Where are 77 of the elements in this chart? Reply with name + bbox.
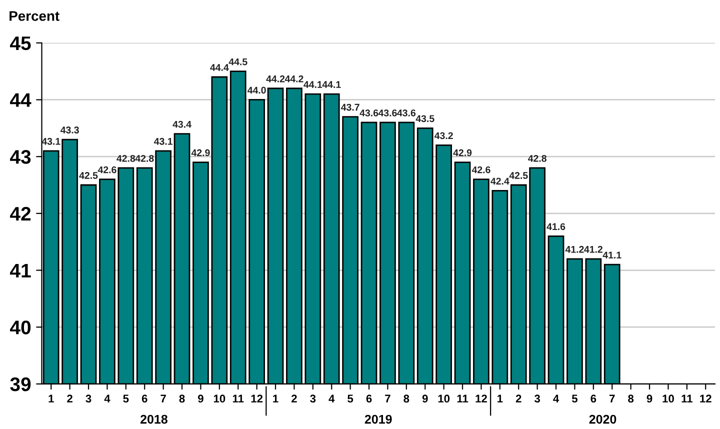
data-label: 42.8 bbox=[528, 154, 546, 162]
x-tick-label: 12 bbox=[251, 394, 263, 402]
data-label: 42.9 bbox=[453, 149, 472, 156]
x-tick-label: 3 bbox=[310, 394, 316, 403]
data-label: 43.6 bbox=[360, 110, 378, 116]
text: 2018 bbox=[140, 414, 168, 424]
x-tick-label: 2 bbox=[516, 394, 522, 402]
data-label: 44.0 bbox=[247, 86, 266, 94]
x-tick-label: 5 bbox=[123, 394, 129, 403]
y-tick-label: 41 bbox=[10, 264, 31, 278]
x-tick-label: 3 bbox=[534, 394, 540, 403]
x-tick-label: 10 bbox=[662, 394, 674, 403]
x-tick-label: 3 bbox=[86, 394, 92, 403]
x-tick-label: 4 bbox=[553, 394, 560, 402]
y-tick-label: 40 bbox=[10, 320, 31, 334]
x-tick-label: 11 bbox=[232, 394, 244, 402]
data-label: 43.3 bbox=[60, 126, 79, 134]
data-label: 42.8 bbox=[116, 154, 136, 162]
data-label: 41.6 bbox=[546, 223, 566, 230]
y-tick-label: 43 bbox=[10, 150, 31, 164]
y-tick-label: 42 bbox=[10, 206, 31, 220]
x-tick-label: 12 bbox=[700, 394, 712, 402]
x-tick-label: 1 bbox=[48, 394, 54, 402]
data-label: 43.5 bbox=[416, 115, 434, 122]
x-tick-label: 8 bbox=[404, 394, 410, 403]
text: 2020 bbox=[589, 414, 616, 424]
data-label: 42.8 bbox=[135, 154, 154, 162]
x-tick-label: 8 bbox=[628, 394, 634, 403]
x-tick-label: 7 bbox=[385, 394, 390, 402]
x-tick-label: 8 bbox=[179, 394, 185, 403]
data-label: 42.9 bbox=[191, 149, 210, 156]
x-tick-label: 9 bbox=[198, 394, 204, 403]
x-tick-label: 5 bbox=[572, 394, 578, 403]
x-tick-label: 2 bbox=[292, 394, 297, 402]
x-tick-label: 5 bbox=[348, 394, 354, 403]
x-tick-label: 9 bbox=[422, 394, 428, 403]
data-label: 43.1 bbox=[154, 138, 172, 145]
data-label: 42.4 bbox=[490, 178, 510, 185]
data-label: 43.7 bbox=[340, 104, 360, 111]
data-label: 41.1 bbox=[602, 252, 622, 258]
data-label: 43.6 bbox=[397, 110, 416, 116]
data-label: 41.2 bbox=[565, 246, 584, 253]
data-label: 42.5 bbox=[79, 172, 98, 179]
x-tick-label: 10 bbox=[214, 394, 226, 403]
x-tick-label: 10 bbox=[438, 394, 450, 403]
x-tick-label: 7 bbox=[610, 394, 615, 402]
x-tick-label: 1 bbox=[273, 394, 278, 402]
data-label: 42.6 bbox=[98, 166, 116, 174]
x-tick-label: 12 bbox=[476, 394, 487, 402]
y-tick-label: 45 bbox=[10, 36, 31, 50]
x-tick-label: 1 bbox=[498, 394, 503, 402]
text: 2019 bbox=[364, 414, 392, 424]
x-tick-label: 11 bbox=[682, 394, 692, 402]
data-label: 44.2 bbox=[284, 75, 304, 82]
x-tick-label: 7 bbox=[160, 394, 166, 402]
x-tick-label: 6 bbox=[366, 394, 372, 403]
y-tick-label: 44 bbox=[10, 93, 32, 107]
x-tick-label: 11 bbox=[457, 394, 468, 402]
data-label: 42.6 bbox=[472, 166, 490, 174]
data-label: 43.4 bbox=[172, 120, 192, 128]
y-axis-title: Percent bbox=[10, 11, 60, 21]
data-label: 42.5 bbox=[509, 172, 528, 179]
x-tick-label: 6 bbox=[142, 394, 148, 403]
data-label: 44.4 bbox=[210, 64, 229, 71]
data-label: 44.5 bbox=[228, 58, 248, 66]
data-label: 44.1 bbox=[322, 81, 341, 88]
x-tick-label: 6 bbox=[590, 394, 596, 403]
y-tick-label: 39 bbox=[10, 377, 31, 392]
x-tick-label: 2 bbox=[67, 394, 72, 402]
data-label: 44.1 bbox=[304, 81, 322, 88]
data-label: 41.2 bbox=[584, 246, 602, 253]
data-label: 43.2 bbox=[434, 132, 453, 140]
x-tick-label: 9 bbox=[646, 394, 652, 403]
data-label: 43.6 bbox=[378, 110, 397, 116]
x-tick-label: 4 bbox=[328, 394, 335, 402]
x-tick-label: 4 bbox=[104, 394, 110, 402]
data-label: 44.2 bbox=[266, 75, 285, 82]
